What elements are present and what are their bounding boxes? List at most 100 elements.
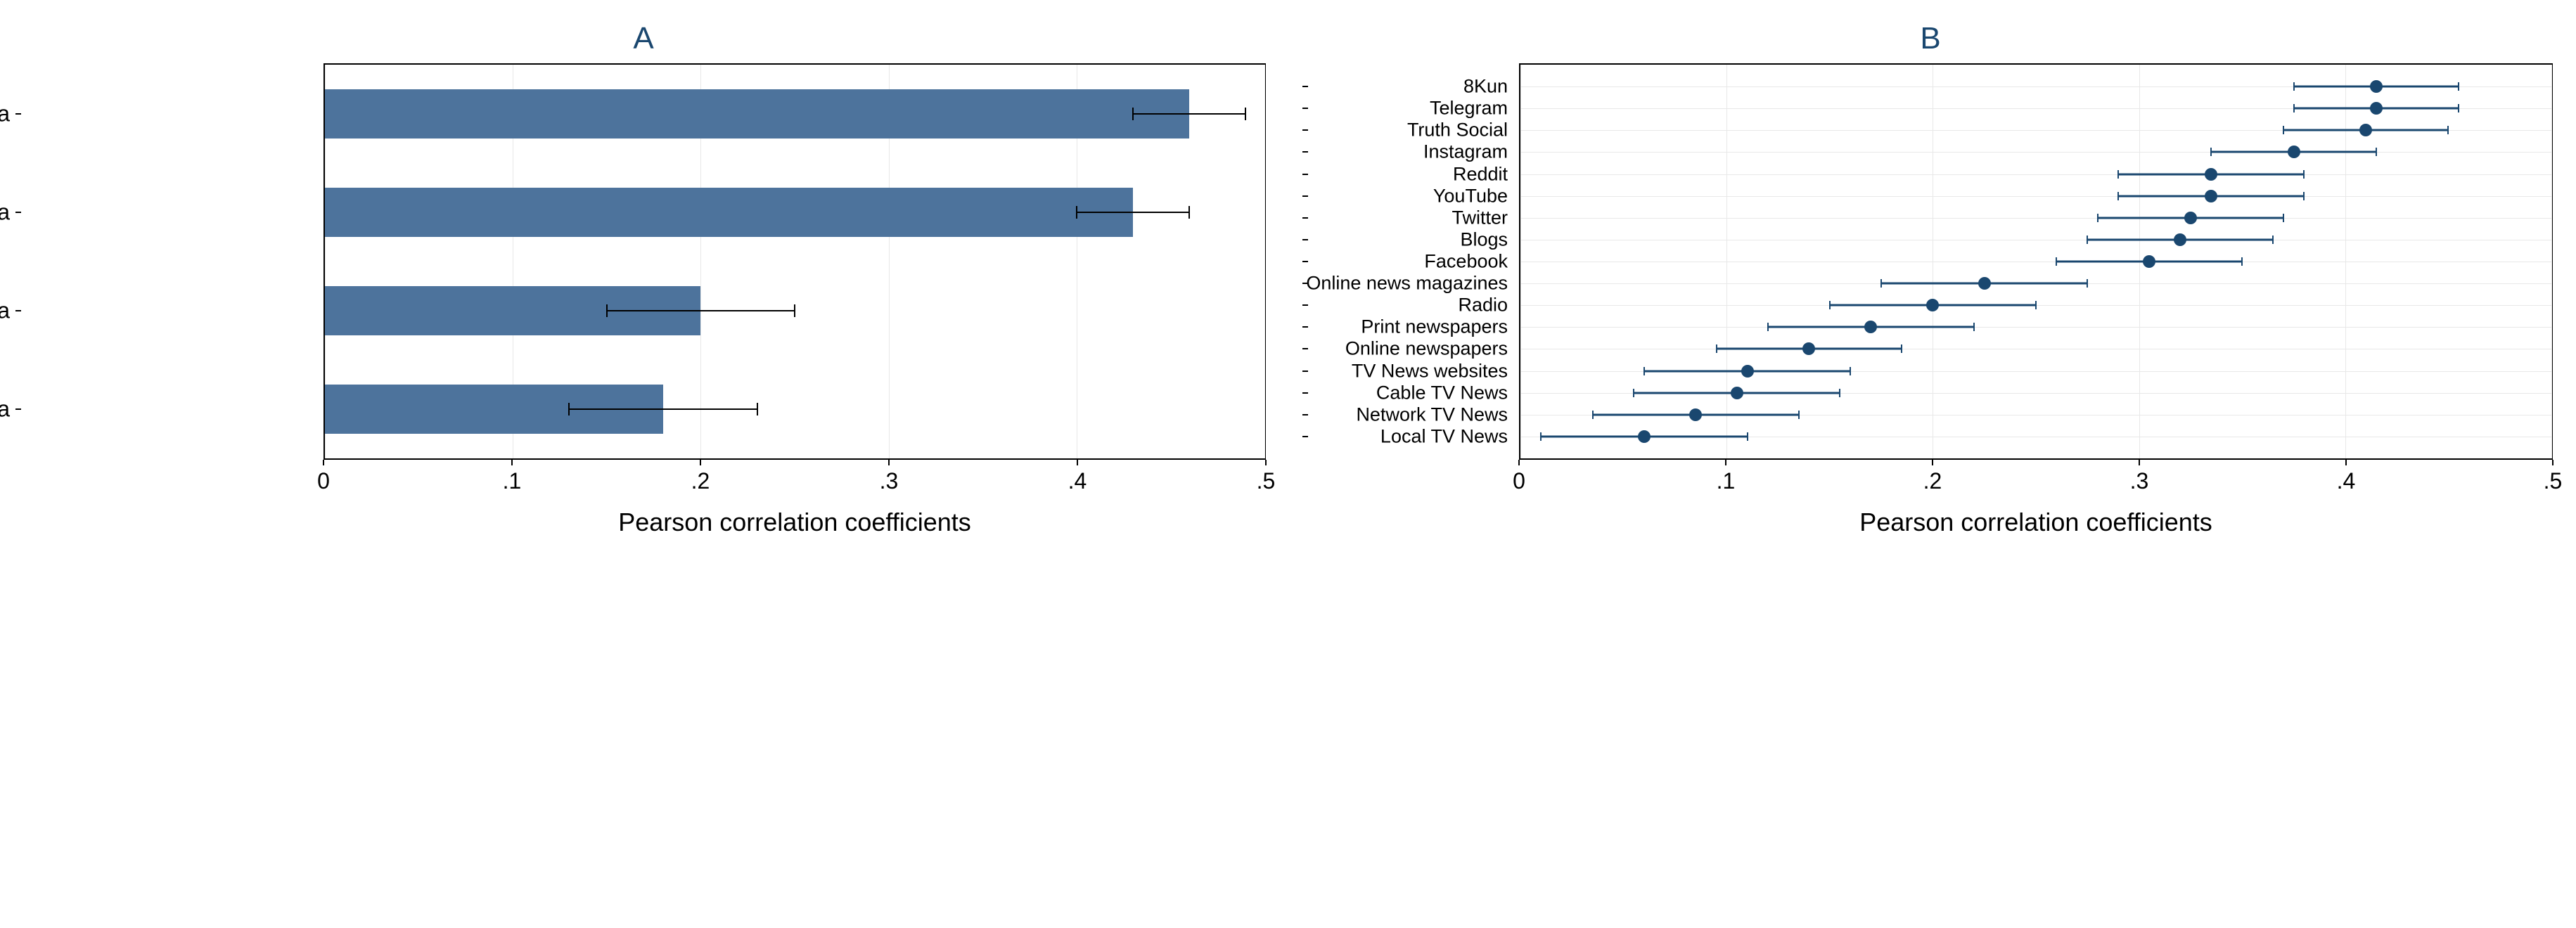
- ci-cap: [1839, 389, 1840, 397]
- panel-a-plot-area: [325, 65, 1264, 458]
- ci-cap: [2087, 236, 2088, 244]
- panel-a-x-title: Pearson correlation coefficients: [323, 508, 1266, 537]
- gridline: [1264, 65, 1265, 458]
- y-category-label: Online newspapers: [1345, 338, 1519, 360]
- x-tick-label: .3: [880, 468, 899, 494]
- ci-cap: [2035, 301, 2037, 309]
- ci-cap: [1767, 323, 1769, 331]
- bar: [325, 89, 1189, 138]
- bar-row: [325, 89, 1189, 138]
- x-tick-label: .3: [2130, 468, 2149, 494]
- x-tick: [1077, 460, 1078, 465]
- point-marker: [2205, 190, 2217, 202]
- y-tick: [15, 212, 21, 213]
- point-marker: [1731, 387, 1743, 399]
- y-tick: [1302, 195, 1308, 197]
- x-tick-label: .1: [503, 468, 522, 494]
- ci-cap: [2303, 170, 2305, 179]
- error-cap: [1188, 206, 1190, 219]
- gridline: [2551, 65, 2552, 458]
- y-category-label: YouTube: [1433, 185, 1519, 207]
- y-category-label: Print newspapers: [1361, 316, 1519, 338]
- y-tick: [1302, 174, 1308, 175]
- panels-container: A Alternative Social MediaMainstream Soc…: [21, 21, 2553, 537]
- ci-cap: [2241, 257, 2243, 266]
- ci-cap: [2447, 126, 2449, 134]
- y-category-label: Truth Social: [1407, 120, 1519, 141]
- ci-cap: [2097, 214, 2098, 222]
- point-marker: [2288, 146, 2300, 158]
- x-tick: [888, 460, 890, 465]
- y-category-label: Online news magazines: [1306, 273, 1519, 295]
- y-tick: [1302, 304, 1308, 306]
- h-gridline: [1520, 327, 2551, 328]
- ci-cap: [2117, 192, 2119, 200]
- panel-b-chart-wrap: 8KunTelegramTruth SocialInstagramRedditY…: [1308, 63, 2553, 537]
- error-cap: [568, 403, 570, 415]
- panel-a-chart-wrap: Alternative Social MediaMainstream Socia…: [21, 63, 1266, 537]
- x-tick-label: .2: [1923, 468, 1942, 494]
- y-tick: [1302, 86, 1308, 87]
- panel-b-plot-area: [1520, 65, 2551, 458]
- ci-cap: [1973, 323, 1975, 331]
- panel-b-plot-box: [1519, 63, 2553, 460]
- point-marker: [2370, 80, 2383, 93]
- x-tick: [1932, 460, 1933, 465]
- ci-cap: [2458, 82, 2459, 91]
- x-tick-label: .2: [691, 468, 710, 494]
- y-tick: [1302, 436, 1308, 437]
- point-marker: [2143, 255, 2155, 268]
- point-marker: [1689, 408, 1702, 421]
- ci-cap: [1540, 432, 1542, 441]
- ci-cap: [1829, 301, 1831, 309]
- ci-cap: [1716, 344, 1717, 353]
- y-category-label: 8Kun: [1463, 76, 1519, 98]
- error-bar: [1133, 113, 1245, 115]
- bar: [325, 188, 1133, 237]
- error-cap: [1132, 108, 1134, 120]
- x-tick-label: 0: [317, 468, 330, 494]
- h-gridline: [1520, 218, 2551, 219]
- y-tick: [1302, 326, 1308, 328]
- y-tick: [15, 408, 21, 410]
- ci-cap: [2376, 148, 2377, 156]
- y-tick: [1302, 348, 1308, 349]
- x-tick-label: .4: [2337, 468, 2356, 494]
- panel-a-y-gutter: Alternative Social MediaMainstream Socia…: [21, 63, 323, 460]
- error-cap: [1245, 108, 1246, 120]
- ci-cap: [1901, 344, 1902, 353]
- ci-cap: [1633, 389, 1634, 397]
- error-bar: [569, 408, 757, 410]
- ci-cap: [1643, 367, 1645, 375]
- ci-cap: [1747, 432, 1748, 441]
- y-category-label: Network TV News: [1356, 404, 1519, 425]
- y-tick: [1302, 108, 1308, 109]
- y-tick: [15, 113, 21, 115]
- ci-cap: [1798, 411, 1800, 419]
- y-tick: [1302, 129, 1308, 131]
- y-tick: [1302, 217, 1308, 219]
- ci-cap: [2272, 236, 2274, 244]
- x-tick: [1518, 460, 1520, 465]
- error-bar: [1077, 212, 1189, 213]
- error-cap: [794, 304, 795, 317]
- y-tick: [1302, 370, 1308, 372]
- y-category-label: Blogs: [1460, 228, 1519, 250]
- point-marker: [2184, 212, 2197, 224]
- point-marker: [2174, 233, 2186, 246]
- ci-cap: [2303, 192, 2305, 200]
- panel-b-x-axis: 0.1.2.3.4.5: [1519, 460, 2553, 502]
- x-tick-label: .4: [1068, 468, 1087, 494]
- y-category-label: Instagram: [1423, 141, 1519, 163]
- point-marker: [1864, 321, 1877, 333]
- point-marker: [2370, 102, 2383, 115]
- y-category-label: Reddit: [1453, 163, 1519, 185]
- error-bar: [607, 310, 795, 311]
- y-tick: [1302, 151, 1308, 153]
- error-cap: [606, 304, 608, 317]
- panel-a: A Alternative Social MediaMainstream Soc…: [21, 21, 1266, 537]
- x-tick: [1725, 460, 1726, 465]
- h-gridline: [1520, 196, 2551, 197]
- y-tick: [1302, 392, 1308, 394]
- ci-cap: [2056, 257, 2057, 266]
